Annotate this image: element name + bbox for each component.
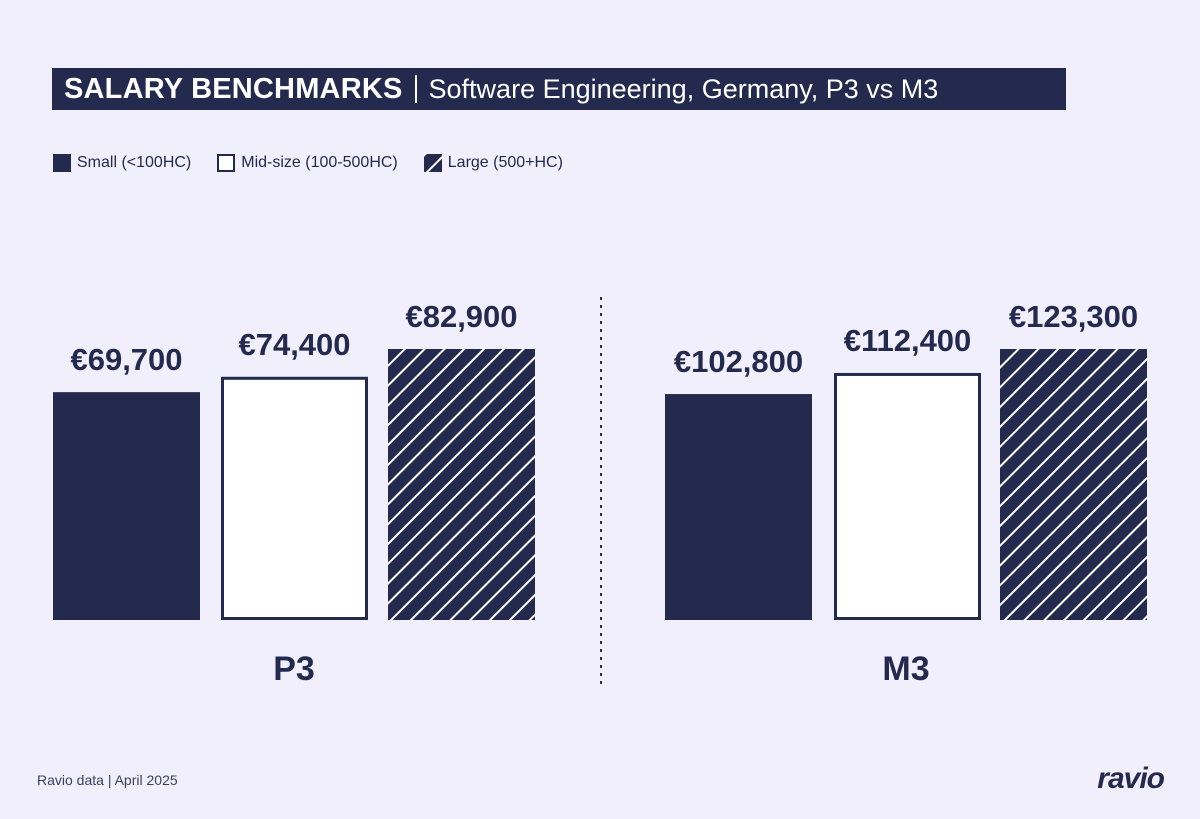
bar-m3-solid — [665, 394, 812, 620]
bar-p3-solid — [53, 392, 200, 620]
legend-item-mid: Mid-size (100-500HC) — [217, 154, 398, 172]
data-label: €69,700 — [70, 342, 182, 377]
category-label: P3 — [273, 650, 315, 688]
ravio-logo: ravio — [1097, 762, 1165, 795]
legend: Small (<100HC) Mid-size (100-500HC) Larg… — [53, 154, 563, 172]
legend-item-small: Small (<100HC) — [53, 154, 191, 172]
legend-swatch-outline — [217, 154, 236, 172]
data-label: €102,800 — [674, 344, 803, 379]
bar-m3-hatched — [1000, 349, 1147, 620]
bar-p3-hatched — [388, 349, 535, 620]
legend-label: Small (<100HC) — [77, 154, 192, 171]
legend-label: Large (500+HC) — [447, 154, 563, 171]
title-banner: SALARY BENCHMARKS Software Engineering, … — [52, 68, 1066, 110]
footer-source: Ravio data | April 2025 — [37, 772, 178, 788]
title-divider — [414, 75, 417, 103]
chart-subtitle: Software Engineering, Germany, P3 vs M3 — [428, 73, 939, 104]
data-label: €82,900 — [405, 299, 517, 334]
data-label: €112,400 — [844, 323, 972, 358]
bar-p3-outline — [221, 376, 368, 621]
source-text: Ravio data — [37, 772, 104, 788]
data-label: €74,400 — [238, 327, 350, 362]
date-text: April 2025 — [114, 772, 178, 788]
category-label: M3 — [882, 650, 929, 688]
legend-swatch-hatched — [423, 154, 442, 172]
bar-m3-outline — [834, 372, 981, 620]
legend-swatch-solid — [53, 154, 71, 172]
chart-title: SALARY BENCHMARKS — [64, 72, 403, 105]
legend-label: Mid-size (100-500HC) — [241, 154, 398, 171]
legend-item-large: Large (500+HC) — [423, 154, 563, 172]
data-label: €123,300 — [1009, 299, 1138, 334]
